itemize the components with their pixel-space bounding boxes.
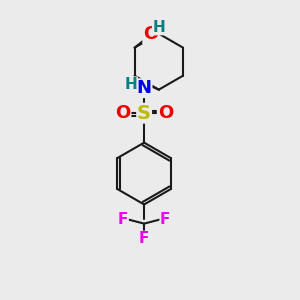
Text: O: O	[143, 26, 158, 44]
Text: F: F	[160, 212, 170, 227]
Text: S: S	[137, 104, 151, 123]
Text: H: H	[153, 20, 165, 34]
Text: H: H	[124, 77, 137, 92]
Text: O: O	[158, 104, 173, 122]
Text: F: F	[139, 231, 149, 246]
Text: F: F	[118, 212, 128, 227]
Text: N: N	[136, 79, 152, 97]
Text: O: O	[115, 104, 130, 122]
